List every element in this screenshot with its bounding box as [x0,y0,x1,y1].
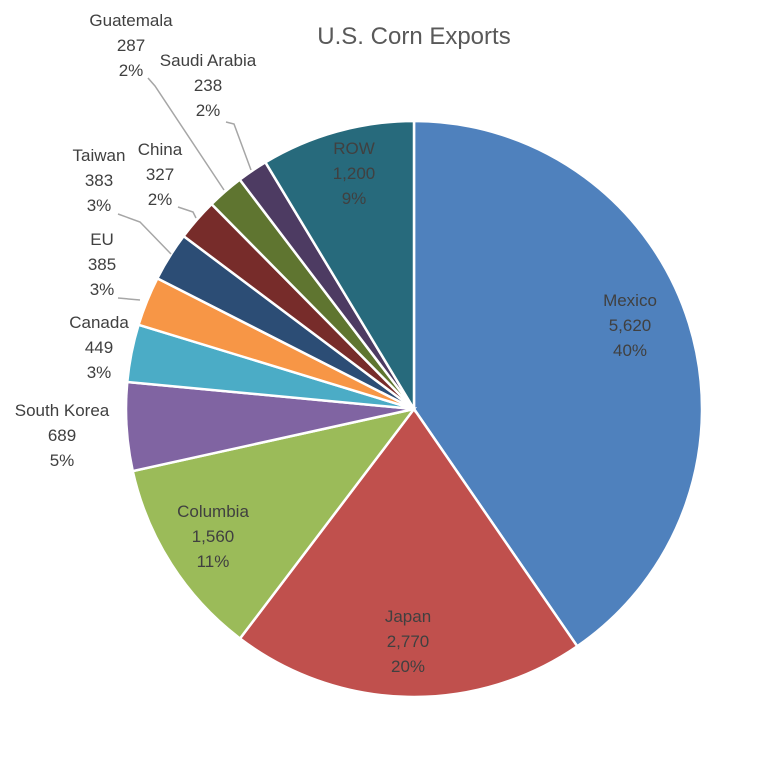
leader-line-saudi-arabia [225,121,252,171]
data-label-south-korea: South Korea 689 5% [15,401,110,470]
label-name: Mexico [603,291,657,310]
label-value-label: 238 [194,76,222,95]
data-label-eu: EU 385 3% [88,230,116,299]
label-pct: 2% [196,101,221,120]
leader-line-eu [117,297,141,301]
label-name: Saudi Arabia [160,51,257,70]
label-pct: 3% [87,196,112,215]
label-value-label: 327 [146,165,174,184]
pie-slice-mexico [412,119,704,649]
label-pct: 40% [613,341,647,360]
label-value-label: 449 [85,338,113,357]
leader-line-taiwan [117,213,172,255]
label-value-label: 2,770 [387,632,430,651]
label-name: South Korea [15,401,110,420]
label-pct: 9% [342,189,367,208]
chart-title: U.S. Corn Exports [317,23,510,50]
data-label-japan: Japan 2,770 20% [385,607,431,676]
data-label-guatemala: Guatemala 287 2% [89,11,173,80]
label-value-label: 385 [88,255,116,274]
label-pct: 11% [197,552,230,571]
label-pct: 20% [391,657,425,676]
label-value-label: 1,200 [333,164,376,183]
pie-slice-row [263,119,416,414]
slices-layer [124,119,704,699]
leader-lines-layer [117,77,252,301]
data-label-taiwan: Taiwan 383 3% [73,146,126,215]
pie-slice-japan [238,406,579,699]
data-label-columbia: Columbia 1,560 11% [177,502,249,571]
label-name: ROW [333,139,375,158]
data-label-canada: Canada 449 3% [69,313,129,382]
label-pct: 5% [50,451,75,470]
label-value-label: 1,560 [192,527,235,546]
labels-layer: Mexico 5,620 40% Japan 2,770 20% Columbia 1,560… [15,11,657,676]
label-pct: 2% [119,61,144,80]
label-value-label: 5,620 [609,316,652,335]
data-label-china: China 327 2% [138,140,183,209]
pie-slice-columbia [131,407,418,641]
label-pct: 2% [148,190,173,209]
label-pct: 3% [87,363,112,382]
label-name: Columbia [177,502,249,521]
data-label-saudi-arabia: Saudi Arabia 238 2% [160,51,257,120]
label-name: China [138,140,183,159]
data-label-row: ROW 1,200 9% [333,139,376,208]
label-pct: 3% [90,280,115,299]
label-value-label: 689 [48,426,76,445]
label-name: Japan [385,607,431,626]
label-name: Guatemala [89,11,173,30]
label-value-label: 383 [85,171,113,190]
label-name: Canada [69,313,129,332]
label-name: EU [90,230,114,249]
label-value-label: 287 [117,36,145,55]
label-name: Taiwan [73,146,126,165]
data-label-mexico: Mexico 5,620 40% [603,291,657,360]
leader-line-guatemala [147,77,225,191]
leader-line-china [177,206,197,219]
